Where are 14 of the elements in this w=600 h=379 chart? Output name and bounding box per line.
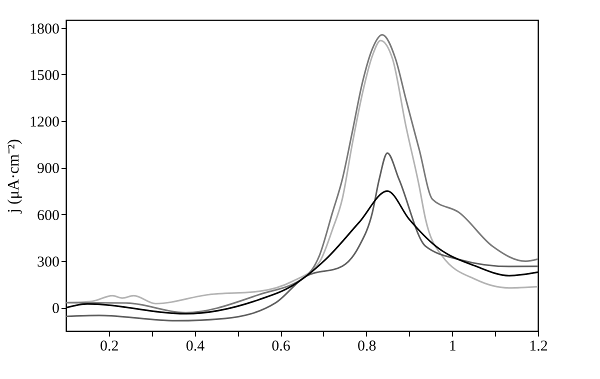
x-tick-label: 0.6 [272,338,291,354]
y-axis-title: j (μA·cm⁻²) [6,139,22,214]
x-tick-label: 0.8 [357,338,376,354]
x-tick-label: 1.2 [529,338,548,354]
y-tick-label: 900 [37,161,60,178]
y-tick-label: 0 [52,301,60,318]
y-tick-label: 1500 [30,68,60,84]
x-tick-label: 0.2 [100,338,119,354]
y-tick-label: 300 [37,254,60,271]
y-tick-label: 600 [37,208,60,224]
x-tick-label: 1 [448,338,456,354]
y-tick-label: 1200 [30,114,60,131]
x-tick-label: 0.4 [186,338,206,354]
y-tick-label: 1800 [30,21,60,38]
